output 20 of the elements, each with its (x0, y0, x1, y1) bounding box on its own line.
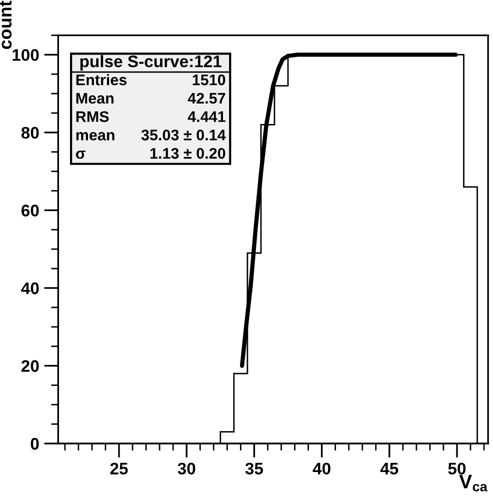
y-tick-label: 60 (21, 204, 39, 216)
text: Mean 42.57 (76, 92, 226, 104)
x-tick-label: 30 (178, 462, 196, 475)
annotation: pulse S-curve:121 (80, 55, 222, 71)
x-tick-label: 35 (245, 462, 263, 475)
text: mean 35.03 ± 0.14 (76, 130, 226, 140)
x-tick-label: 25 (110, 462, 128, 475)
x-tick-label: 50 (448, 462, 466, 475)
x-tick-label: 40 (312, 462, 330, 475)
y-tick-label: 20 (21, 360, 39, 372)
y-tick-label: 80 (21, 126, 39, 139)
text: σ 1.13 ± 0.20 (76, 148, 226, 159)
text: Entries 1510 (76, 74, 226, 86)
y-tick-label: 40 (21, 282, 39, 294)
x-tick-label: 45 (380, 462, 398, 475)
y-tick-label: 0 (30, 438, 39, 450)
x-axis-title: V$_{ca}$ (459, 474, 488, 492)
y-axis-title: count (0, 0, 12, 50)
text: RMS 4.441 (76, 111, 226, 122)
y-tick-label: 100 (12, 49, 39, 61)
